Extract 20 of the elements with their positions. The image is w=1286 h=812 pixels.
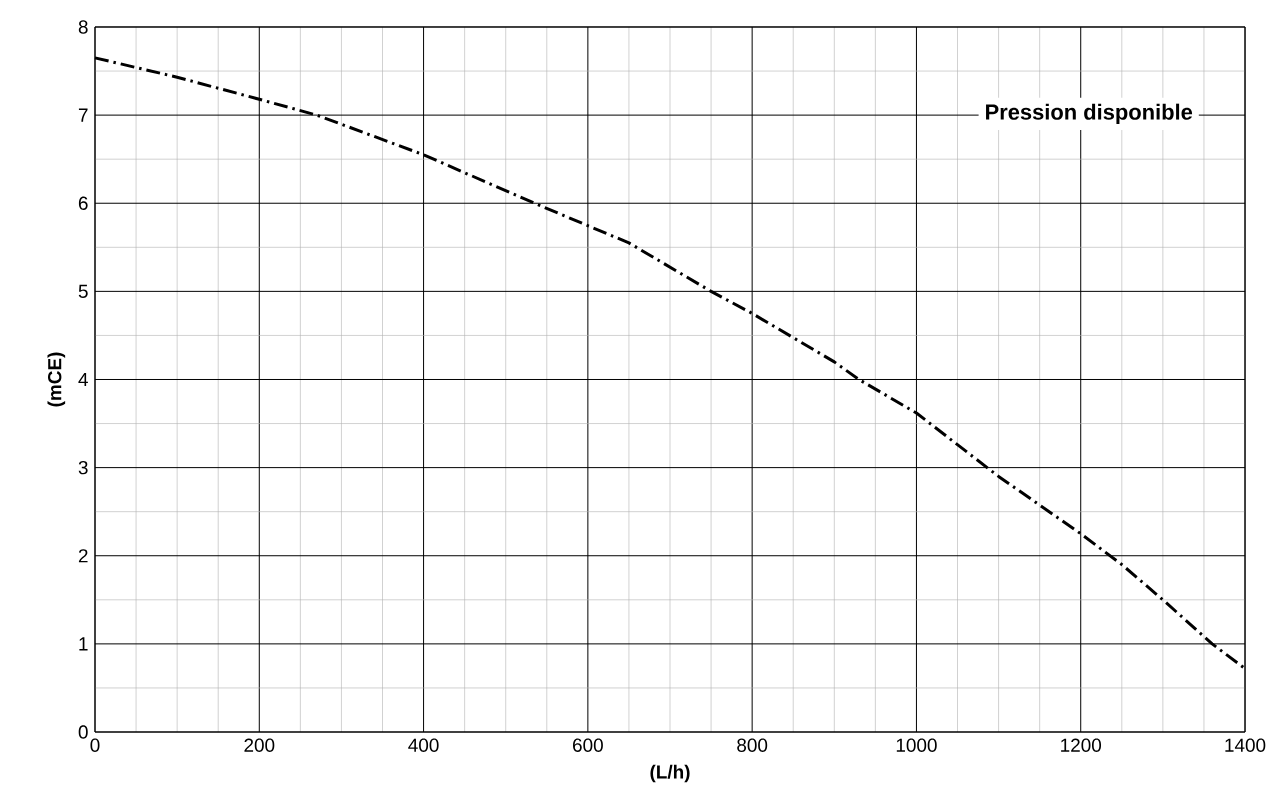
y-tick-label: 2	[78, 549, 88, 563]
x-axis-title: (L/h)	[650, 764, 690, 783]
text: Pression disponible	[986, 103, 1193, 125]
x-tick-label: 1200	[1061, 738, 1102, 752]
x-tick-label: 800	[737, 738, 768, 752]
x-tick-label: 0	[90, 738, 100, 752]
y-tick-label: 6	[78, 196, 88, 210]
y-tick-label: 8	[78, 20, 88, 34]
y-tick-label: 1	[79, 637, 88, 651]
y-tick-label: 4	[78, 372, 88, 387]
y-tick-label: 5	[78, 284, 88, 298]
x-tick-label: 1400	[1225, 738, 1266, 752]
x-tick-label: 1000	[896, 738, 937, 752]
x-tick-label: 200	[244, 738, 275, 752]
x-tick-label: 600	[573, 738, 603, 752]
y-tick-label: 7	[78, 108, 88, 122]
y-axis-title: (mCE)	[47, 352, 66, 407]
x-tick-label: 400	[408, 738, 439, 752]
y-tick-label: 0	[78, 725, 88, 739]
y-tick-label: 3	[78, 460, 88, 475]
